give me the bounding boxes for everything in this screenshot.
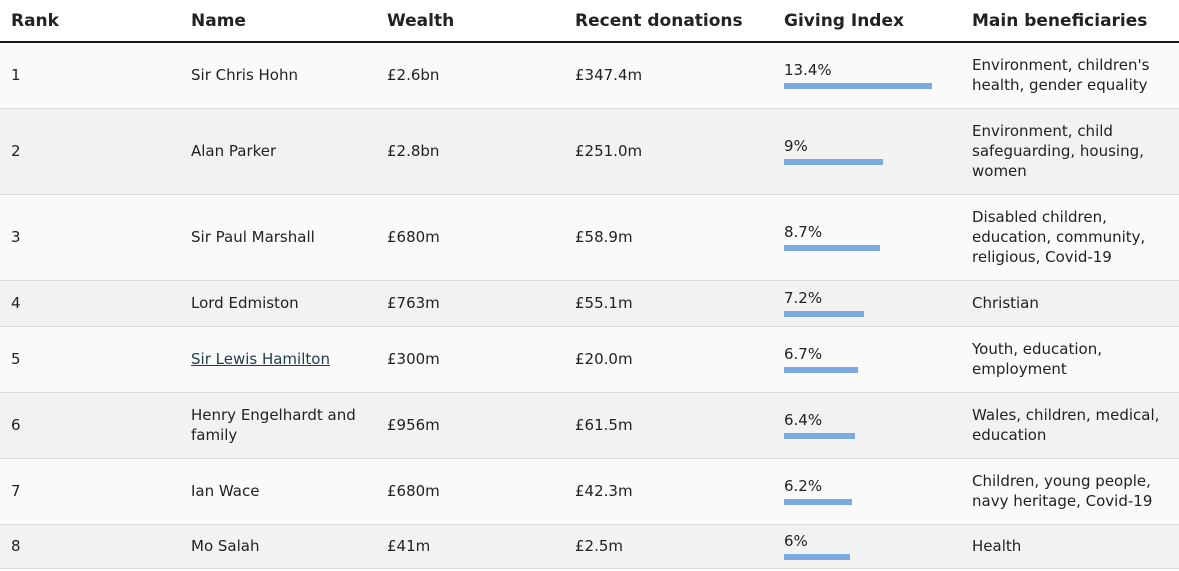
table-body: 1 Sir Chris Hohn £2.6bn £347.4m 13.4% Environ… <box>0 42 1179 569</box>
name-cell: Henry Engelhardt and family <box>180 392 376 459</box>
giving-index-bar <box>784 159 883 165</box>
table-row: 3 Sir Paul Marshall £680m £58.9m 8.7% Disable… <box>0 194 1179 281</box>
giving-index-bar <box>784 245 880 251</box>
giving-index-cell: 6.4% <box>773 392 964 459</box>
table-row: 8 Mo Salah £41m £2.5m 6% Health <box>0 524 1179 569</box>
giving-index-label: 7.2% <box>784 289 823 307</box>
beneficiaries-cell: Environment, children's health, gender e… <box>961 42 1179 109</box>
giving-index-bar <box>784 83 932 90</box>
rank-cell: 5 <box>0 326 180 393</box>
rank-cell: 2 <box>0 108 180 195</box>
giving-index-bar-track <box>784 499 964 505</box>
rank-cell: 6 <box>0 392 180 459</box>
beneficiaries-cell: Environment, child safeguarding, housing… <box>961 108 1179 195</box>
header-name[interactable]: Name <box>180 0 376 43</box>
giving-index-cell: 9% <box>773 108 964 195</box>
beneficiaries-cell: Disabled children, education, community,… <box>961 194 1179 281</box>
giving-index-label: 6% <box>784 532 808 550</box>
name-cell: Alan Parker <box>180 108 376 195</box>
header-recent-donations[interactable]: Recent donations <box>564 0 773 43</box>
header-row: Rank Name Wealth Recent donations Giving… <box>0 0 1179 43</box>
recent-donations-cell: £42.3m <box>564 458 773 525</box>
giving-index-label: 6.7% <box>784 345 823 363</box>
giving-index-bar <box>784 367 858 373</box>
wealth-cell: £956m <box>376 392 564 459</box>
recent-donations-cell: £61.5m <box>564 392 773 459</box>
name-cell: Sir Paul Marshall <box>180 194 376 281</box>
beneficiaries-cell: Youth, education, employment <box>961 326 1179 393</box>
beneficiaries-cell: Christian <box>961 280 1179 327</box>
giving-index-bar <box>784 433 855 439</box>
recent-donations-cell: £55.1m <box>564 280 773 327</box>
wealth-cell: £680m <box>376 194 564 281</box>
giving-index-bar <box>784 554 850 560</box>
recent-donations-cell: £20.0m <box>564 326 773 393</box>
giving-index-label: 9% <box>784 137 808 155</box>
giving-index-cell: 6% <box>773 524 964 569</box>
wealth-cell: £300m <box>376 326 564 393</box>
name-cell: Ian Wace <box>180 458 376 525</box>
giving-index-label: 8.7% <box>784 223 823 241</box>
recent-donations-cell: £251.0m <box>564 108 773 195</box>
beneficiaries-cell: Health <box>961 524 1179 569</box>
beneficiaries-cell: Children, young people, navy heritage, C… <box>961 458 1179 525</box>
recent-donations-cell: £2.5m <box>564 524 773 569</box>
giving-index-cell: 6.7% <box>773 326 964 393</box>
rank-cell: 7 <box>0 458 180 525</box>
table-row: 5 Sir Lewis Hamilton £300m £20.0m 6.7% Youth,… <box>0 326 1179 393</box>
giving-index-label: 6.2% <box>784 477 823 495</box>
rank-cell: 8 <box>0 524 180 569</box>
recent-donations-cell: £58.9m <box>564 194 773 281</box>
giving-index-bar-track <box>784 554 964 560</box>
giving-index-bar-track <box>784 367 964 373</box>
giving-index-cell: 7.2% <box>773 280 964 327</box>
header-giving-index[interactable]: Giving Index <box>773 0 961 43</box>
giving-index-bar-track <box>784 245 964 251</box>
giving-index-bar-track <box>784 83 964 90</box>
giving-index-bar-track <box>784 159 964 165</box>
giving-index-bar-track <box>784 433 964 439</box>
name-cell: Lord Edmiston <box>180 280 376 327</box>
giving-index-cell: 13.4% <box>773 42 964 109</box>
rank-cell: 3 <box>0 194 180 281</box>
giving-index-bar-track <box>784 311 964 317</box>
header-rank[interactable]: Rank <box>0 0 180 43</box>
table-row: 2 Alan Parker £2.8bn £251.0m 9% Environment, … <box>0 108 1179 195</box>
giving-index-bar <box>784 499 852 505</box>
header-main-beneficiaries[interactable]: Main beneficiaries <box>961 0 1179 43</box>
giving-index-label: 6.4% <box>784 411 823 429</box>
rank-cell: 1 <box>0 42 180 109</box>
header-wealth[interactable]: Wealth <box>376 0 564 43</box>
wealth-cell: £680m <box>376 458 564 525</box>
name-cell: Mo Salah <box>180 524 376 569</box>
wealth-cell: £2.6bn <box>376 42 564 109</box>
table-row: 1 Sir Chris Hohn £2.6bn £347.4m 13.4% Environ… <box>0 42 1179 109</box>
name-cell: Sir Chris Hohn <box>180 42 376 109</box>
table-row: 4 Lord Edmiston £763m £55.1m 7.2% Christian <box>0 280 1179 327</box>
giving-index-bar <box>784 311 864 317</box>
wealth-cell: £763m <box>376 280 564 327</box>
wealth-cell: £2.8bn <box>376 108 564 195</box>
name-link[interactable]: Sir Lewis Hamilton <box>191 350 330 368</box>
rank-cell: 4 <box>0 280 180 327</box>
giving-index-cell: 8.7% <box>773 194 964 281</box>
table-row: 7 Ian Wace £680m £42.3m 6.2% Children, young … <box>0 458 1179 525</box>
name-cell[interactable]: Sir Lewis Hamilton <box>180 326 376 393</box>
wealth-cell: £41m <box>376 524 564 569</box>
recent-donations-cell: £347.4m <box>564 42 773 109</box>
giving-index-label: 13.4% <box>784 61 832 80</box>
giving-index-cell: 6.2% <box>773 458 964 525</box>
table-row: 6 Henry Engelhardt and family £956m £61.5m 6… <box>0 392 1179 459</box>
table-header: Rank Name Wealth Recent donations Giving… <box>0 0 1179 43</box>
beneficiaries-cell: Wales, children, medical, education <box>961 392 1179 459</box>
